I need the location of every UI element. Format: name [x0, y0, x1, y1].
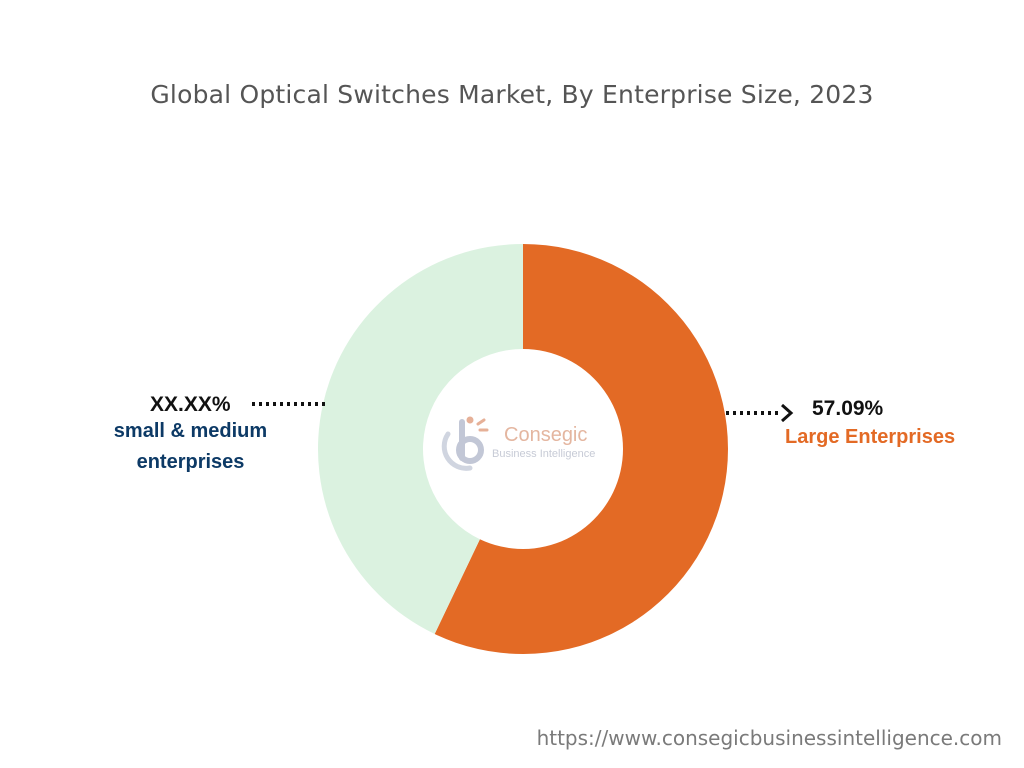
consegic-logo-subtitle: Business Intelligence — [492, 448, 596, 460]
consegic-logo: Consegic Business Intelligence — [440, 414, 610, 474]
data-label-large: 57.09% — [812, 397, 884, 420]
data-label-small-medium: XX.XX% — [150, 393, 231, 416]
donut-slice-large-enterprises — [434, 244, 728, 654]
arrowhead-large — [781, 403, 794, 423]
consegic-logo-icon — [441, 416, 489, 471]
category-label-small-medium-line-2: enterprises — [136, 451, 245, 473]
donut-slice-small-medium-enterprises — [318, 244, 523, 634]
category-label-small-medium: small & medium enterprises — [108, 416, 273, 478]
category-label-large: Large Enterprises — [785, 426, 956, 448]
chart-title: Global Optical Switches Market, By Enter… — [150, 80, 874, 109]
consegic-logo-name: Consegic — [504, 424, 588, 446]
category-label-small-medium-line-1: small & medium — [113, 420, 268, 442]
source-url: https://www.consegicbusinessintelligence… — [536, 726, 1002, 750]
